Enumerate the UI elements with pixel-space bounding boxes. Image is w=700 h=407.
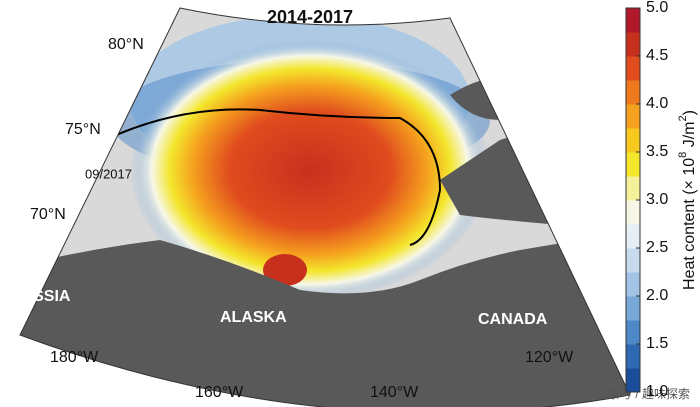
colorbar-band: [626, 104, 640, 129]
colorbar-tick-label: 1.5: [646, 335, 668, 352]
colorbar-band: [626, 8, 640, 33]
colorbar-tick-label: 3.0: [646, 191, 668, 208]
colorbar-tick-label: 1.0: [646, 383, 668, 400]
colorbar-band: [626, 320, 640, 345]
colorbar-band: [626, 224, 640, 249]
region-label: ALASKA: [220, 309, 287, 326]
map-area: [20, 8, 630, 407]
colorbar-band: [626, 176, 640, 201]
colorbar-tick-label: 3.5: [646, 143, 668, 160]
colorbar-tick-label: 4.5: [646, 47, 668, 64]
colorbar-band: [626, 248, 640, 273]
colorbar-band: [626, 368, 640, 393]
longitude-label: 120°W: [525, 349, 574, 366]
contour-label: 09/2017: [85, 166, 132, 181]
latitude-label: 70°N: [30, 206, 66, 223]
colorbar-band: [626, 152, 640, 177]
colorbar-band: [626, 56, 640, 81]
region-label: RUSSIA: [10, 288, 71, 305]
colorbar-band: [626, 344, 640, 369]
latitude-label: 80°N: [108, 36, 144, 53]
colorbar-label: Heat content (× 108 J/m2): [677, 110, 698, 290]
longitude-label: 160°W: [195, 384, 244, 401]
colorbar-tick-label: 2.5: [646, 239, 668, 256]
watermark: 头条号 / 趣味探索: [596, 386, 690, 401]
colorbar-band: [626, 296, 640, 321]
colorbar-tick-label: 4.0: [646, 95, 668, 112]
latitude-label: 75°N: [65, 121, 101, 138]
colorbar-band: [626, 128, 640, 153]
colorbar-band: [626, 272, 640, 297]
colorbar-band: [626, 32, 640, 57]
colorbar-tick-label: 5.0: [646, 0, 668, 16]
longitude-label: 180°W: [50, 349, 99, 366]
colorbar-band: [626, 200, 640, 225]
region-label: CANADA: [478, 311, 548, 328]
colorbar-tick-label: 2.0: [646, 287, 668, 304]
map-title: 2014-2017: [267, 7, 353, 27]
colorbar-band: [626, 80, 640, 105]
longitude-label: 140°W: [370, 384, 419, 401]
